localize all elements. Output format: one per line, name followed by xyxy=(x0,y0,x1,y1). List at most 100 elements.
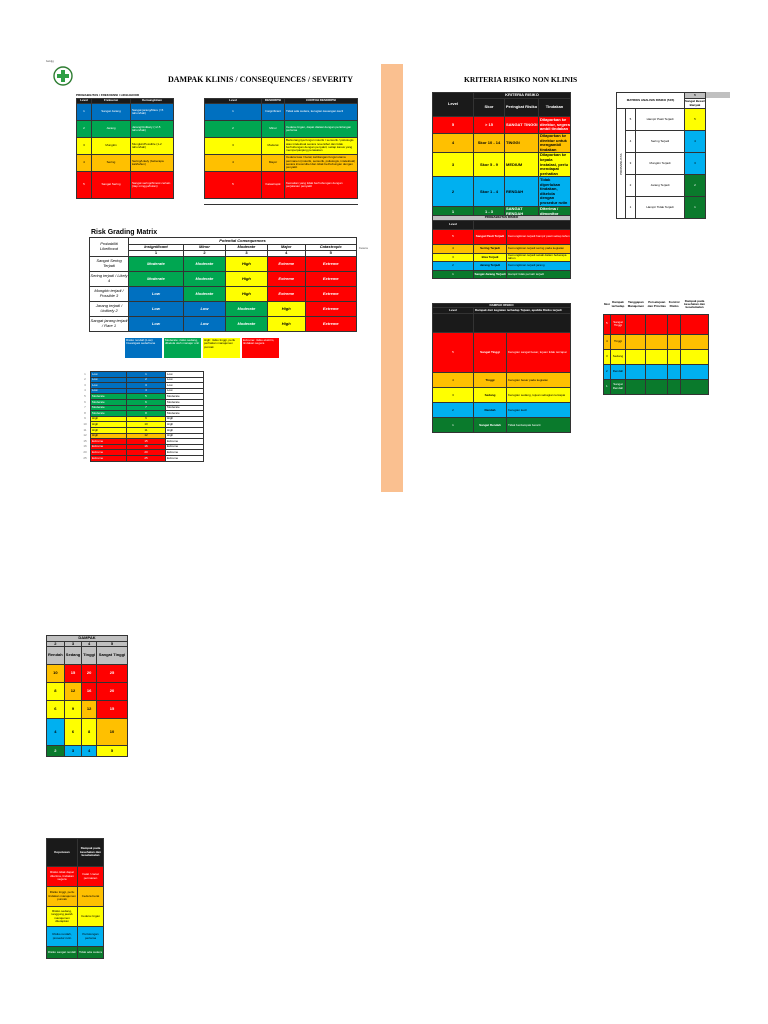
analysis-header-row: MATRIKS ANALISIS RISIKO (5X5) 5 xyxy=(616,92,706,109)
right-table-label: Sangat Tinggi xyxy=(609,313,627,335)
nc-impact-row: 1 Sangat Rendah Tidak berdampak berarti xyxy=(432,417,571,434)
score-list-row: 5 Moderate 5 Moderate xyxy=(80,393,204,400)
right-table-row: 1 Sangat Rendah xyxy=(603,378,709,395)
nc-impact-row: 3 Sedang Kerugian sedang, tujuan sebagian … xyxy=(432,387,571,404)
grading-cell: Moderate xyxy=(128,271,184,287)
score-list-row: 20 Extreme 20 Extreme xyxy=(80,449,204,456)
score-list-row: 25 Extreme 25 Extreme xyxy=(80,454,204,462)
score-list-row: 4 Low 4 Low xyxy=(80,387,204,395)
right-table-score: 3 xyxy=(603,348,611,365)
decision-text: Risiko tinggi, perlu tindakan manajemen … xyxy=(46,886,78,907)
probability-table: Level Frekuensi Kemungkinan 1 Sangat Jarang S… xyxy=(76,98,174,199)
dampak-cell: 15 xyxy=(95,700,129,720)
nc-impact-gap xyxy=(473,313,571,334)
nc-impact-title-row: DAMPAK RISIKO xyxy=(432,302,571,309)
dampak-cell: 15 xyxy=(63,664,83,684)
grading-cell: Moderate xyxy=(182,286,226,302)
severity-row: 4 Mayor Cedera luas / berat; kehilangan fu… xyxy=(204,154,358,172)
grading-cell: Low xyxy=(128,301,184,317)
probability-description: Mungkin/Possible (1-2 tahun/kali) xyxy=(130,137,174,155)
score-list-index: 3 xyxy=(84,382,86,387)
score-list-row: 3 Low 3 Low xyxy=(80,382,204,389)
right-table-cell xyxy=(625,378,647,395)
criteria-score: > 15 xyxy=(473,116,505,134)
nc-impact-level: 1 xyxy=(432,417,474,434)
dampak-cell: 20 xyxy=(81,664,97,684)
grading-row: Jarang terjadi / Unlikely 2 Low Low Moderat… xyxy=(89,301,357,317)
probability-row: 1 Sangat Jarang Sangat jarang/Rare (>5 tah… xyxy=(76,103,174,121)
score-list-label: Extreme xyxy=(90,454,127,462)
nc-prob-level-header: Level xyxy=(432,220,474,230)
grading-cell: Moderate xyxy=(224,301,268,317)
severity-row: 5 Katastropik Kematian yang tidak berhubun… xyxy=(204,171,358,199)
grading-col-name-row: Insignificant Minor Moderate Major Catastrop… xyxy=(90,244,357,251)
score-list-index: 9 xyxy=(84,416,86,421)
decision-impact: Tidak ada cedera xyxy=(77,946,104,959)
grading-cell: Moderate xyxy=(182,256,226,272)
nc-prob-level: 5 xyxy=(432,229,474,245)
probability-level: 5 xyxy=(76,171,92,199)
probability-frequency: Jarang xyxy=(91,120,131,138)
grading-row-label: Sangat jarang terjadi / Rare 1 xyxy=(89,316,129,332)
severity-description: Katastropik xyxy=(261,171,285,199)
nc-impact-name: Tinggi xyxy=(473,372,507,389)
risk-grading-matrix: Probabiliti Likelihood Potential Consequen… xyxy=(89,237,357,332)
dampak-grid-table: DAMPAK 2 3 4 5 Rendah Sedang Tinggi Sangat Tingg… xyxy=(46,635,129,758)
nc-prob-desc: Kemungkinan terjadi sering pada kegiatan xyxy=(506,244,571,254)
criteria-action: Dilaporkan ke direktur, segera ambil tin… xyxy=(538,116,571,134)
grading-legend-item: Extreme: risiko ekstrim, tindakan segera xyxy=(242,338,279,358)
right-table-header: Tanggapan Manajemen xyxy=(625,296,646,314)
criteria-subheader-row: Skor Peringkat Risiko Tindakan xyxy=(433,98,571,117)
grading-cell: Extreme xyxy=(304,256,357,272)
score-list-level: 25 xyxy=(126,454,166,462)
score-list-index: 6 xyxy=(84,399,86,404)
right-table-cell xyxy=(667,348,682,365)
score-list-row: 8 Moderate 8 Moderate xyxy=(80,410,204,417)
analysis-matrix-table: MATRIKS ANALISIS RISIKO (5X5) 5 Sangat Bes… xyxy=(616,92,706,219)
dampak-cell: 10 xyxy=(95,718,129,747)
nonclinical-probability-table: PROBABILITAS RISIKO Level 5 Sangat Pasti Te… xyxy=(432,215,571,279)
nc-prob-row: 1 Sangat Jarang Terjadi Hampir tidak perna… xyxy=(432,269,571,279)
criteria-level: 2 xyxy=(432,176,474,208)
nc-impact-level: 5 xyxy=(432,332,474,374)
right-table-cell xyxy=(680,378,709,395)
severity-level: 3 xyxy=(204,137,262,155)
criteria-subheader: Skor xyxy=(473,98,505,117)
grading-side-note: Ketera xyxy=(359,246,368,250)
dampak-cell: 8 xyxy=(46,682,65,702)
analysis-cell: 2 xyxy=(684,174,706,197)
nc-impact-name: Rendah xyxy=(473,402,507,419)
probability-row: 5 Sangat Sering Sangat sering/Almost certa… xyxy=(76,171,174,199)
right-table-cell xyxy=(667,333,682,350)
nc-prob-name: Sering Terjadi xyxy=(473,244,507,254)
grading-row-label: Jarang terjadi / Unlikely 2 xyxy=(89,301,129,317)
right-table-row: 4 Tinggi xyxy=(603,333,709,350)
nc-impact-row: 2 Rendah Kerugian kecil xyxy=(432,402,571,419)
probability-level: 1 xyxy=(76,103,92,121)
criteria-rank: SANGAT TINGGI xyxy=(504,116,539,134)
right-table-cell xyxy=(645,313,669,335)
nc-prob-row: 4 Sering Terjadi Kemungkinan terjadi serin… xyxy=(432,244,571,254)
right-table-cell xyxy=(645,363,669,380)
analysis-cell: 5 xyxy=(684,108,706,131)
score-list-note: Extreme xyxy=(165,438,204,445)
grading-legend-item: Risiko rendah (Low) Investigasi sederhan… xyxy=(125,338,162,358)
score-list-index: 4 xyxy=(84,388,86,393)
probability-frequency: Mungkin xyxy=(91,137,131,155)
severity-description: Mayor xyxy=(261,154,285,172)
probability-level: 4 xyxy=(76,154,92,172)
decision-row: Risiko tidak dapat diterima, tindakan se… xyxy=(46,866,104,887)
decision-impact: Cedera berat xyxy=(77,886,104,907)
severity-bottom-rule xyxy=(204,204,358,205)
right-table-row: 2 Rendah xyxy=(603,363,709,380)
right-table-header: Kontrol Risiko xyxy=(667,296,681,314)
nc-prob-desc: Kemungkinan terjadi hampir pasti setiap … xyxy=(506,229,571,245)
score-list-row: 7 Moderate 7 Moderate xyxy=(80,404,204,412)
severity-description: Insignificant xyxy=(261,103,285,121)
nc-prob-name: Sangat Jarang Terjadi xyxy=(473,269,507,279)
severity-example: Berkurangnya fungsi motorik / sensorik /… xyxy=(284,137,358,155)
grading-row-label: Mungkin terjadi / Possible 3 xyxy=(89,286,129,302)
nc-impact-desc: Kerugian kecil xyxy=(506,402,571,419)
analysis-level: 3 xyxy=(625,152,636,175)
